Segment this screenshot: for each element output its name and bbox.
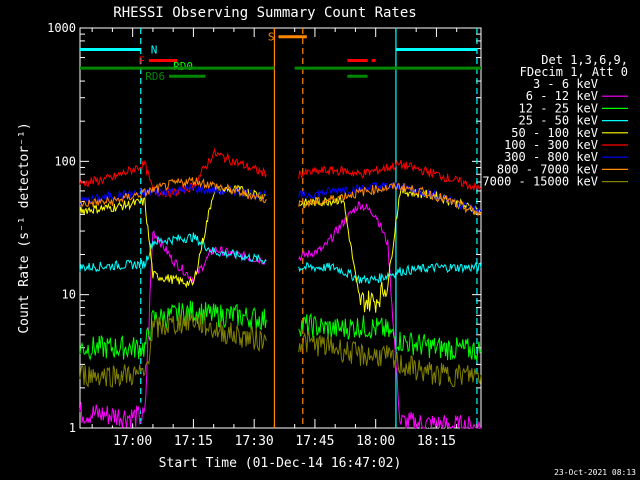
series-line (79, 309, 267, 388)
flag-label: N (151, 43, 158, 56)
series-line (79, 232, 267, 273)
flag-label: RD6 (145, 70, 165, 83)
x-tick-label: 18:00 (356, 434, 395, 449)
y-tick-label: 10 (62, 288, 76, 302)
legend-entry: 50 - 100 keV (511, 126, 598, 140)
flag-label: S (268, 31, 275, 44)
y-axis-label: Count Rate (s⁻¹ detector⁻¹) (17, 122, 32, 333)
series-line (298, 186, 482, 313)
x-tick-label: 17:45 (295, 434, 334, 449)
legend-entry: 25 - 50 keV (519, 114, 598, 128)
series-line (79, 230, 267, 429)
y-tick-label: 1000 (47, 21, 76, 35)
series-line (79, 183, 267, 206)
legend-entry: 6 - 12 keV (526, 89, 598, 103)
legend-header: Det 1,3,6,9, (541, 53, 628, 67)
legend-entry: 3 - 6 keV (533, 77, 598, 91)
y-tick-label: 100 (54, 154, 76, 168)
series-line (79, 300, 267, 361)
legend-entry: 7000 - 15000 keV (482, 175, 598, 189)
footer-timestamp: 23-Oct-2021 08:13 (554, 468, 636, 477)
x-tick-label: 18:15 (417, 434, 456, 449)
legend-entry: 12 - 25 keV (519, 101, 598, 115)
series-line (79, 147, 267, 199)
series-line (298, 261, 482, 284)
series-line (298, 159, 482, 191)
series-line (298, 201, 481, 429)
x-tick-label: 17:00 (113, 434, 152, 449)
flag-label: RD0 (173, 60, 193, 73)
series-line (79, 184, 267, 289)
chart-title: RHESSI Observing Summary Count Rates (113, 5, 416, 21)
x-tick-label: 17:15 (174, 434, 213, 449)
series-line (298, 312, 482, 361)
series-line (298, 182, 482, 218)
series-line (298, 205, 482, 430)
x-axis-label: Start Time (01-Dec-14 16:47:02) (159, 456, 402, 471)
y-tick-label: 1 (69, 421, 76, 435)
legend-header: FDecim 1, Att 0 (520, 65, 628, 79)
series-line (79, 229, 267, 427)
legend-entry: 300 - 800 keV (504, 150, 598, 164)
series-line (79, 176, 267, 209)
x-tick-label: 17:30 (235, 434, 274, 449)
flag-label: F (138, 55, 145, 68)
series-line (298, 331, 482, 388)
plot-frame (79, 27, 482, 429)
legend-entry: 100 - 300 keV (504, 138, 598, 152)
legend-entry: 800 - 7000 keV (497, 162, 598, 176)
